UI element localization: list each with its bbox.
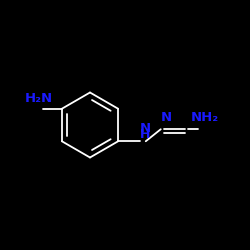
Text: N: N <box>140 122 150 134</box>
Text: H₂N: H₂N <box>25 92 53 105</box>
Text: N: N <box>161 111 172 124</box>
Text: NH₂: NH₂ <box>191 111 219 124</box>
Text: H: H <box>140 128 150 141</box>
